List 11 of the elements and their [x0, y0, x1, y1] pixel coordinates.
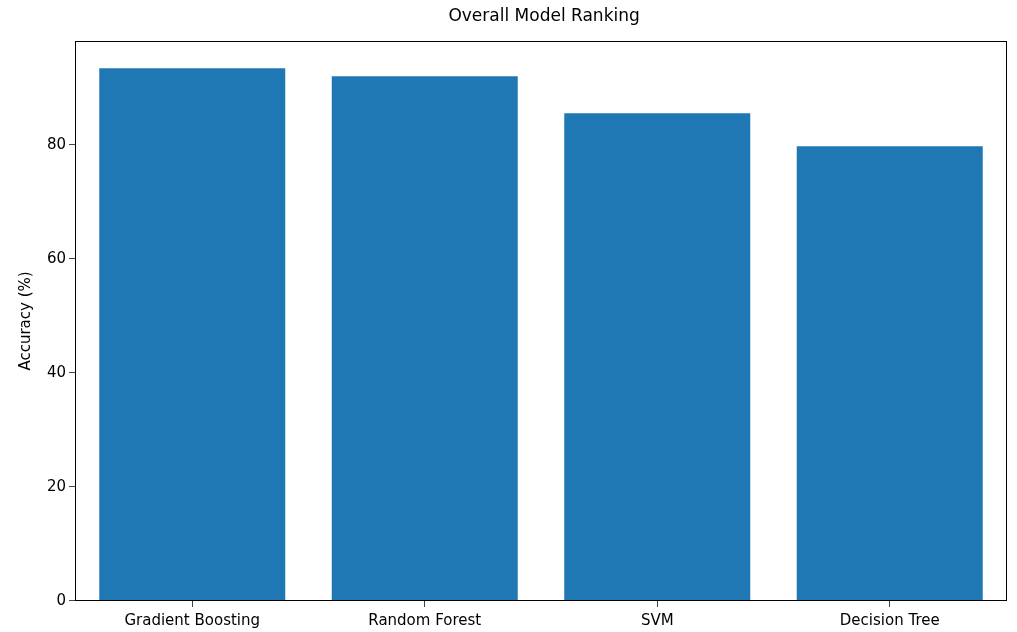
y-tick-label: 0	[56, 591, 66, 610]
x-tick-label: Decision Tree	[839, 611, 940, 629]
chart-title: Overall Model Ranking	[448, 5, 640, 26]
y-axis-title: Accuracy (%)	[16, 271, 35, 371]
x-tick-label: Random Forest	[368, 611, 482, 629]
y-tick-label: 80	[46, 135, 66, 154]
x-tick-label: Gradient Boosting	[124, 611, 261, 629]
y-tick-label: 40	[46, 363, 66, 382]
y-tick-label: 60	[46, 249, 66, 268]
x-tick-label: SVM	[640, 611, 674, 629]
y-tick-label: 20	[46, 477, 66, 496]
